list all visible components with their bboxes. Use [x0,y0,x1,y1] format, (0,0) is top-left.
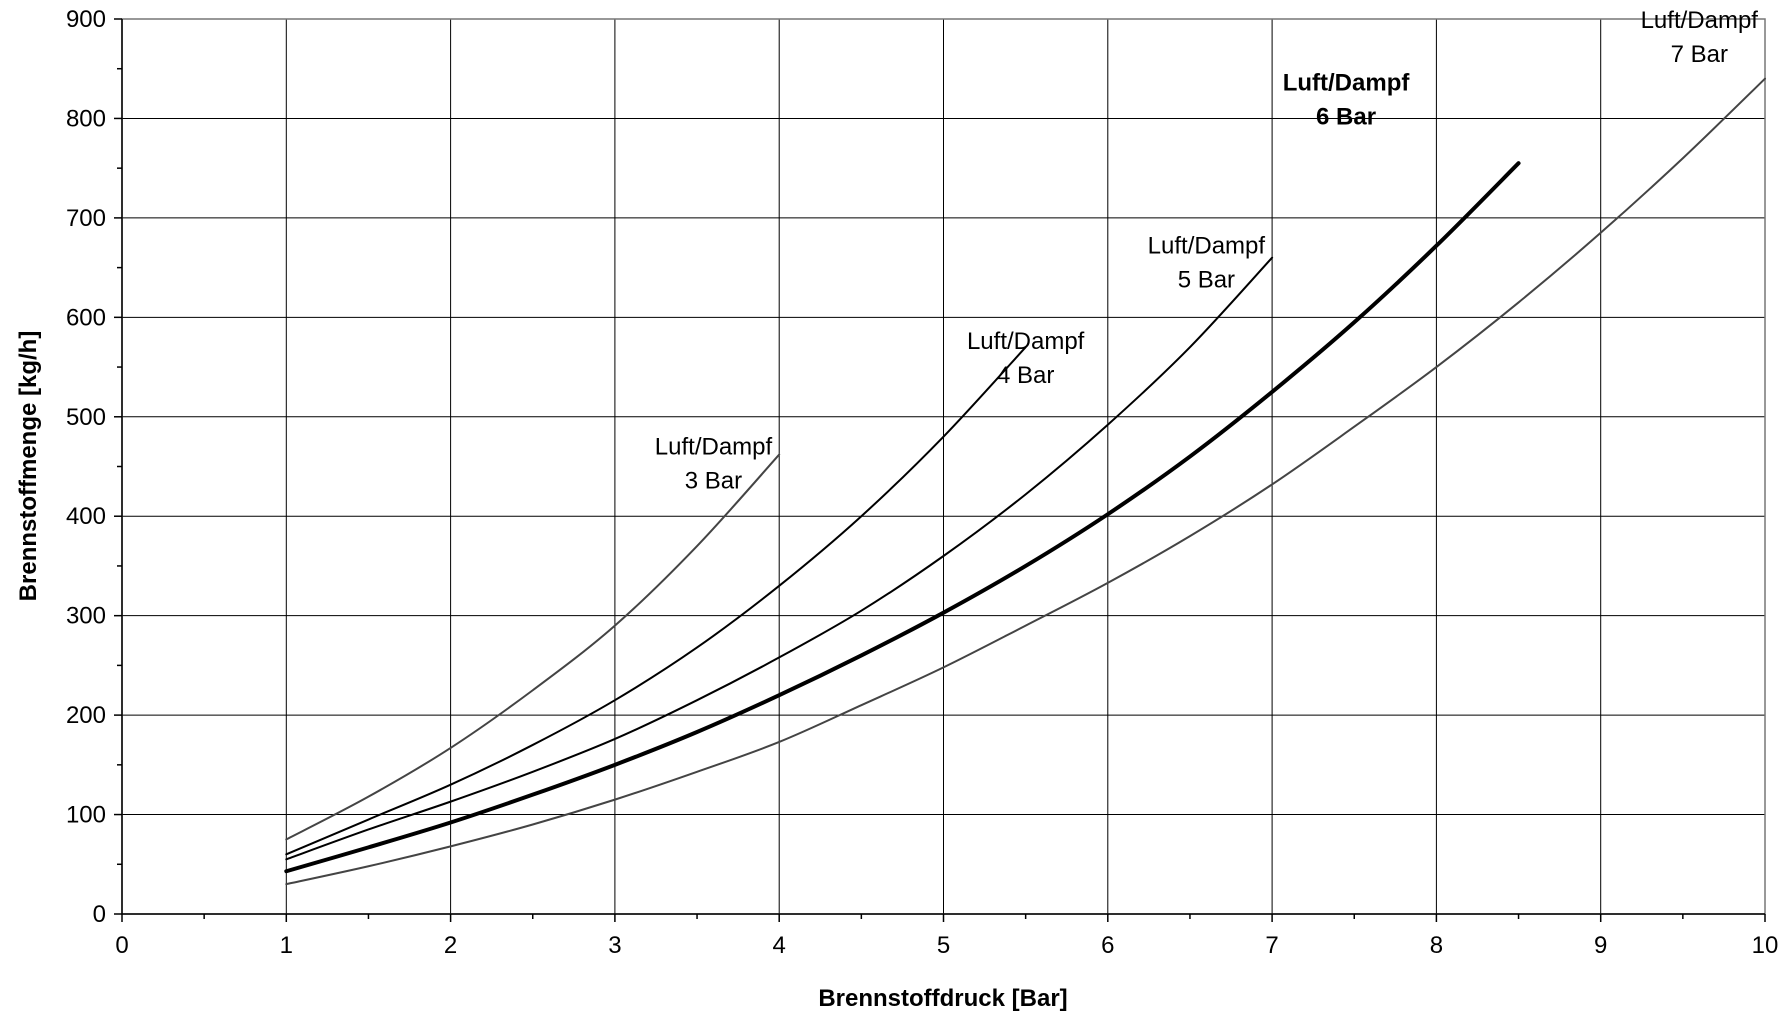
axes [114,18,1766,922]
series-line-1 [285,453,781,841]
y-tick-label: 400 [66,503,106,530]
y-tick-label: 100 [66,802,106,829]
y-tick-label: 800 [66,105,106,132]
series-label-2-line1: Luft/Dampf [967,328,1085,355]
series-labels: Luft/Dampf 3 Bar Luft/Dampf 4 Bar Luft/Dampf… [655,7,1759,495]
y-tick-label: 200 [66,702,106,729]
x-tick-label: 5 [937,932,950,959]
y-tick-label: 0 [93,901,106,928]
x-tick-label: 10 [1752,932,1779,959]
y-tick-label: 900 [66,6,106,33]
x-tick-label: 9 [1594,932,1607,959]
series-line-2 [285,346,1027,856]
y-tick-label: 500 [66,404,106,431]
x-tick-label: 7 [1265,932,1278,959]
series-label-4-line2: 6 Bar [1316,104,1376,131]
y-tick-label: 300 [66,603,106,630]
x-tick-label: 8 [1430,932,1443,959]
x-tick-label: 3 [608,932,621,959]
series-line-4 [284,161,1521,874]
series-label-5-line1: Luft/Dampf [1641,7,1759,34]
series-label-3-line2: 5 Bar [1178,267,1235,294]
x-tick-label: 0 [115,932,128,959]
x-tick-label: 4 [773,932,786,959]
x-tick-label: 1 [280,932,293,959]
series-line-3 [285,256,1274,861]
x-tick-label: 6 [1101,932,1114,959]
y-axis-title: Brennstoffmenge [kg/h] [15,331,42,602]
grid [122,18,1766,914]
x-tick-label: 2 [444,932,457,959]
series-label-2-line2: 4 Bar [997,362,1054,389]
series-label-4-line1: Luft/Dampf [1283,70,1411,97]
series-label-3-line1: Luft/Dampf [1148,233,1266,260]
series-line-5 [285,77,1766,886]
series-lines [284,77,1766,886]
series-label-1-line2: 3 Bar [685,468,742,495]
y-tick-label: 700 [66,205,106,232]
series-label-5-line2: 7 Bar [1671,41,1728,68]
y-tick-label: 600 [66,304,106,331]
series-label-1-line1: Luft/Dampf [655,434,773,461]
x-axis-title: Brennstoffdruck [Bar] [818,985,1067,1012]
